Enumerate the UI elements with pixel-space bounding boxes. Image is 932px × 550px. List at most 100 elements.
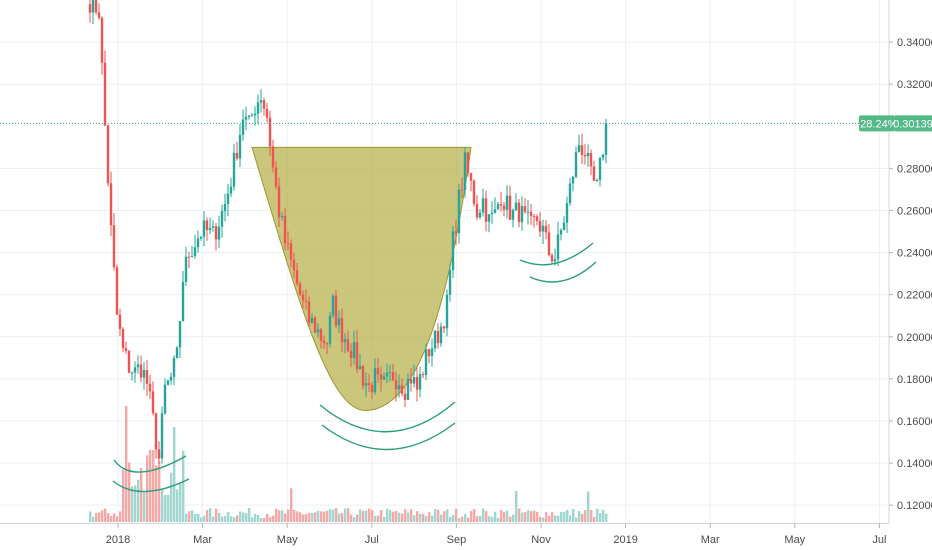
- candle-body: [334, 295, 338, 326]
- volume-bar: [461, 516, 464, 522]
- volume-bar: [173, 426, 176, 522]
- volume-bar: [248, 508, 251, 522]
- volume-bar: [602, 509, 605, 522]
- volume-bar: [335, 508, 338, 522]
- candle-body: [490, 212, 494, 215]
- candle-body: [121, 328, 125, 349]
- volume-bar: [401, 513, 404, 522]
- volume-bar: [185, 513, 188, 522]
- candle-body: [589, 152, 593, 167]
- candle-body: [604, 123, 608, 155]
- volume-bar: [377, 515, 380, 522]
- candle-body: [163, 384, 167, 414]
- volume-bar: [386, 508, 389, 522]
- volume-bar: [383, 516, 386, 522]
- volume-bar: [374, 515, 377, 522]
- volume-bar: [527, 510, 530, 522]
- candle-body: [550, 255, 554, 262]
- volume-bar: [365, 510, 368, 522]
- candle-body: [328, 315, 332, 344]
- candle-body: [475, 203, 479, 218]
- candle-body: [286, 243, 290, 245]
- volume-bar: [479, 515, 482, 522]
- candle-body: [205, 220, 209, 231]
- candle-body: [301, 294, 305, 301]
- candle-body: [595, 180, 599, 182]
- candle-body: [397, 385, 401, 390]
- volume-bar: [143, 492, 146, 522]
- candle-body: [535, 216, 539, 221]
- volume-bar: [413, 515, 416, 522]
- volume-bar: [269, 517, 272, 522]
- candle-body: [181, 281, 185, 322]
- volume-bar: [146, 455, 149, 522]
- volume-bar: [263, 517, 266, 522]
- candle-body: [523, 206, 527, 212]
- candle-body: [469, 173, 473, 181]
- volume-bar: [95, 513, 98, 522]
- x-tick-label: 2019: [613, 534, 637, 546]
- price-tag[interactable]: -28.24% 0.30139: [857, 115, 932, 132]
- candle-body: [145, 370, 149, 384]
- volume-bar: [266, 513, 269, 522]
- candle-body: [586, 152, 590, 157]
- candle-body: [184, 256, 188, 282]
- candle-body: [292, 259, 296, 271]
- candle-body: [196, 238, 200, 248]
- candle-body: [502, 205, 506, 210]
- volume-bar: [425, 516, 428, 522]
- candle-body: [316, 329, 320, 333]
- candle-body: [358, 366, 362, 370]
- volume-bar: [422, 514, 425, 522]
- current-price-badge: [895, 115, 932, 132]
- candle-body: [544, 225, 548, 233]
- volume-bar: [548, 515, 551, 522]
- candle-body: [340, 318, 344, 343]
- volume-bar: [347, 508, 350, 522]
- candle-body: [238, 134, 242, 159]
- candle-body: [412, 376, 416, 384]
- candle-body: [388, 372, 392, 374]
- volume-bar: [572, 508, 575, 522]
- candle-body: [88, 4, 92, 13]
- volume-bar: [458, 517, 461, 522]
- candle-body: [379, 374, 383, 380]
- volume-bar: [503, 512, 506, 522]
- volume-bar: [290, 488, 293, 522]
- volume-bar: [182, 450, 185, 522]
- volume-bar: [470, 511, 473, 522]
- volume-bar: [140, 467, 143, 522]
- candle-body: [217, 226, 221, 240]
- volume-bar: [233, 517, 236, 522]
- candle-body: [526, 211, 530, 213]
- volume-bar: [137, 479, 140, 522]
- candle-body: [283, 216, 287, 244]
- volume-bar: [524, 512, 527, 522]
- candle-body: [154, 413, 158, 450]
- candle-body: [466, 152, 470, 174]
- candle-body: [232, 152, 236, 187]
- candle-body: [199, 236, 203, 239]
- candle-body: [367, 383, 371, 385]
- volume-bar: [341, 513, 344, 522]
- candle-body: [148, 383, 152, 392]
- volume-bar: [125, 405, 128, 522]
- x-tick-label: Nov: [531, 534, 551, 546]
- candle-body: [295, 270, 299, 284]
- candle-body: [580, 145, 584, 155]
- volume-bar: [557, 515, 560, 522]
- volume-bar: [275, 508, 278, 522]
- candle-body: [265, 108, 269, 118]
- candle-body: [568, 183, 572, 204]
- support-arc: [529, 261, 597, 283]
- candle-body: [520, 206, 524, 223]
- candle-body: [214, 226, 218, 240]
- volume-bar: [314, 512, 317, 522]
- volume-bar: [311, 513, 314, 522]
- volume-bar: [587, 491, 590, 522]
- candle-body: [178, 321, 182, 348]
- candle-body: [346, 339, 350, 351]
